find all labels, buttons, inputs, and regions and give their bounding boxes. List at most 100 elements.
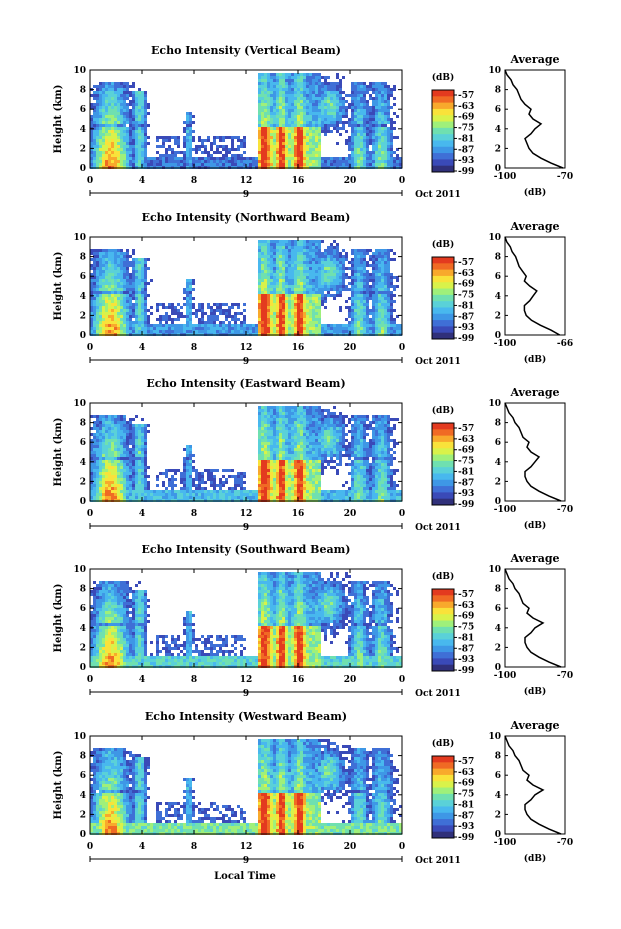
heatmap-cell [132,151,135,154]
heatmap-cell [315,406,318,409]
heatmap-cell [156,324,159,327]
heatmap-cell [105,97,108,100]
heatmap-cell [309,415,312,418]
heatmap-cell [201,306,204,309]
heatmap-cell [105,115,108,118]
heatmap-cell [342,264,345,267]
heatmap-cell [327,324,330,327]
heatmap-cell [387,91,390,94]
heatmap-cell [372,163,375,166]
heatmap-cell [345,258,348,261]
heatmap-cell [120,118,123,121]
heatmap-cell [135,300,138,303]
heatmap-cell [312,430,315,433]
heatmap-cell [93,421,96,424]
heatmap-cell [294,243,297,246]
heatmap-cell [303,312,306,315]
heatmap-cell [324,79,327,82]
heatmap-cell [321,430,324,433]
heatmap-cell [264,282,267,285]
heatmap-cell [132,261,135,264]
heatmap-cell [294,261,297,264]
heatmap-cell [312,76,315,79]
y-tick-label: 8 [80,253,86,263]
heatmap-cell [300,315,303,318]
heatmap-cell [93,433,96,436]
heatmap-cell [168,163,171,166]
heatmap-cell [153,157,156,160]
heatmap-cell [387,270,390,273]
heatmap-cell [111,148,114,151]
heatmap-cell [138,130,141,133]
heatmap-cell [336,121,339,124]
heatmap-cell [132,315,135,318]
heatmap-cell [282,424,285,427]
heatmap-cell [282,103,285,106]
heatmap-cell [372,261,375,264]
heatmap-cell [207,327,210,330]
heatmap-cell [387,421,390,424]
heatmap-cell [117,264,120,267]
heatmap-cell [318,424,321,427]
heatmap-cell [282,160,285,163]
heatmap-cell [372,82,375,85]
heatmap-cell [96,270,99,273]
heatmap-cell [306,406,309,409]
heatmap-cell [366,121,369,124]
colorbar: -57-63-69-75-81-87-93-99 [431,256,474,344]
heatmap-cell [297,406,300,409]
heatmap-cell [144,318,147,321]
heatmap-cell [306,112,309,115]
heatmap-cell [390,91,393,94]
heatmap-cell [294,142,297,145]
heatmap-cell [108,252,111,255]
heatmap-cell [129,264,132,267]
heatmap-cell [108,288,111,291]
heatmap-cell [105,139,108,142]
heatmap-cell [318,136,321,139]
heatmap-cell [126,154,129,157]
heatmap-cell [294,436,297,439]
heatmap-cell [93,324,96,327]
heatmap-cell [327,157,330,160]
heatmap-cell [312,97,315,100]
heatmap-cell [354,148,357,151]
heatmap-cell [99,82,102,85]
heatmap-cell [138,297,141,300]
heatmap-cell [93,127,96,130]
heatmap-cell [258,291,261,294]
heatmap-cell [270,249,273,252]
heatmap-cell [120,91,123,94]
heatmap-cell [246,160,249,163]
heatmap-cell [129,294,132,297]
heatmap-cell [117,327,120,330]
heatmap-cell [135,276,138,279]
heatmap-cell [123,288,126,291]
heatmap-cell [357,121,360,124]
heatmap-cell [273,418,276,421]
heatmap-cell [123,97,126,100]
heatmap-cell [369,160,372,163]
heatmap-cell [306,151,309,154]
heatmap-cell [105,415,108,418]
heatmap-cell [102,291,105,294]
heatmap-cell [327,103,330,106]
heatmap-cell [309,130,312,133]
heatmap-cell [273,324,276,327]
heatmap-cell [390,309,393,312]
heatmap-cell [318,318,321,321]
heatmap-cell [171,303,174,306]
heatmap-cell [306,79,309,82]
heatmap-cell [96,88,99,91]
heatmap-cell [228,330,231,333]
y-tick-label: 0 [80,164,86,174]
heatmap-cell [363,318,366,321]
heatmap-cell [111,157,114,160]
heatmap-cell [123,142,126,145]
heatmap-cell [321,324,324,327]
heatmap-cell [342,418,345,421]
heatmap-cell [294,330,297,333]
heatmap-cell [360,312,363,315]
heatmap-cell [366,321,369,324]
heatmap-cell [291,124,294,127]
